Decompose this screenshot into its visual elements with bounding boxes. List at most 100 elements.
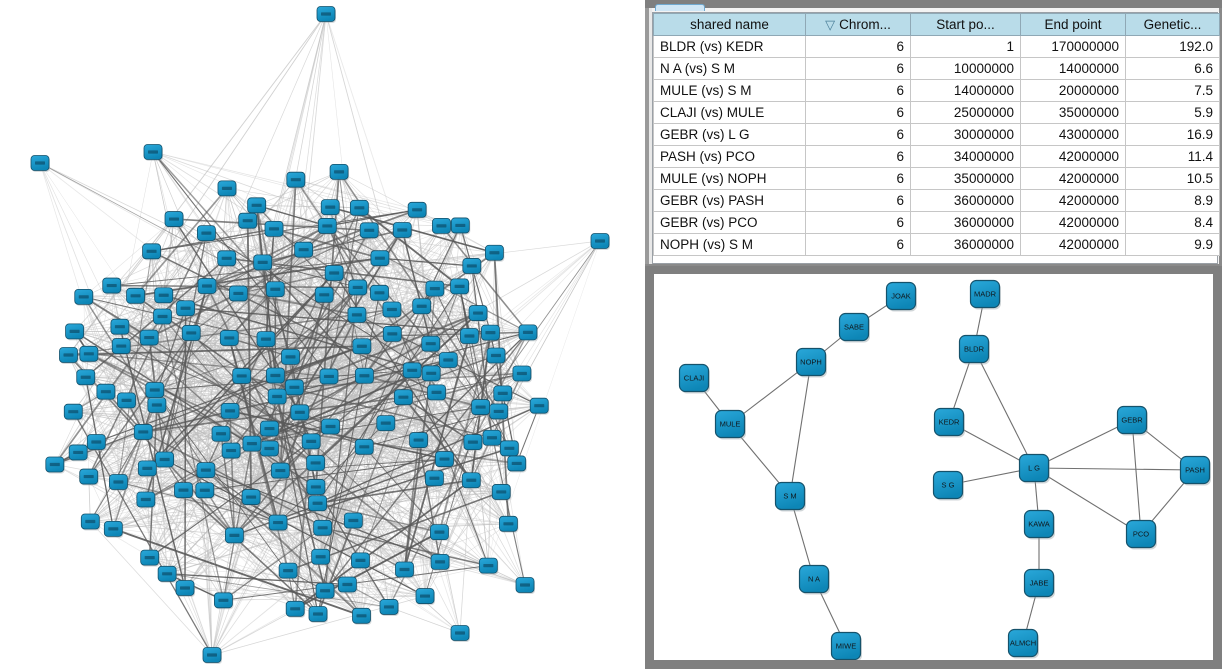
- table-grid[interactable]: shared name ▽ Chrom... Start po... End point…: [652, 12, 1220, 264]
- cell-genetic[interactable]: 8.9: [1125, 189, 1220, 212]
- network-node[interactable]: [507, 455, 527, 473]
- node-shape[interactable]: [932, 470, 964, 500]
- network-node[interactable]: [317, 218, 338, 235]
- network-node[interactable]: [285, 600, 306, 618]
- table-tab-stub[interactable]: [655, 4, 705, 11]
- network-node[interactable]: [370, 284, 390, 302]
- column-header-end_point[interactable]: End point: [1020, 13, 1126, 36]
- cell-genetic[interactable]: 5.9: [1125, 101, 1220, 124]
- node-shape[interactable]: [838, 312, 870, 342]
- subnetwork-node[interactable]: KAWA: [1023, 509, 1056, 540]
- subnetwork-node[interactable]: MADR: [969, 279, 1002, 310]
- network-node[interactable]: [435, 451, 455, 469]
- network-node[interactable]: [278, 562, 299, 580]
- network-node[interactable]: [354, 438, 375, 456]
- cell-end_point[interactable]: 42000000: [1020, 233, 1126, 256]
- cell-end_point[interactable]: 43000000: [1020, 123, 1126, 146]
- network-node[interactable]: [196, 225, 217, 243]
- table-row[interactable]: BLDR (vs) KEDR 6 1 170000000 192.0: [653, 35, 1220, 58]
- node-shape[interactable]: [678, 363, 710, 393]
- column-header-start_point[interactable]: Start po...: [910, 13, 1021, 36]
- network-node[interactable]: [359, 222, 380, 240]
- subnetwork-edge[interactable]: [1131, 419, 1142, 535]
- cell-chromosome[interactable]: 6: [805, 57, 911, 80]
- subnetwork-node[interactable]: N A: [798, 564, 831, 595]
- network-node[interactable]: [424, 470, 445, 488]
- network-node[interactable]: [221, 442, 242, 460]
- network-node[interactable]: [319, 368, 339, 386]
- network-node[interactable]: [232, 368, 252, 385]
- network-node[interactable]: [109, 474, 129, 492]
- network-node[interactable]: [294, 241, 314, 259]
- network-node[interactable]: [499, 440, 520, 458]
- node-shape[interactable]: [714, 409, 746, 439]
- network-node[interactable]: [468, 305, 489, 323]
- network-node[interactable]: [126, 287, 146, 305]
- network-node[interactable]: [421, 365, 442, 383]
- network-node[interactable]: [238, 212, 258, 230]
- network-node[interactable]: [259, 440, 280, 458]
- network-node[interactable]: [394, 389, 414, 407]
- table-row[interactable]: GEBR (vs) PCO 6 36000000 42000000 8.4: [653, 211, 1220, 234]
- network-node[interactable]: [136, 491, 156, 509]
- network-node[interactable]: [415, 588, 436, 606]
- network-node[interactable]: [409, 432, 429, 450]
- network-node[interactable]: [217, 180, 237, 198]
- column-header-chromosome[interactable]: ▽ Chrom...: [805, 13, 911, 36]
- cell-start_point[interactable]: 36000000: [910, 211, 1021, 234]
- network-node[interactable]: [265, 367, 286, 385]
- subnetwork-node[interactable]: PCO: [1125, 519, 1158, 550]
- network-node[interactable]: [140, 549, 160, 567]
- network-node[interactable]: [308, 495, 328, 513]
- network-node[interactable]: [355, 367, 375, 385]
- network-node[interactable]: [590, 233, 610, 251]
- node-shape[interactable]: [969, 279, 1001, 309]
- network-node[interactable]: [432, 217, 452, 235]
- column-header-shared_name[interactable]: shared name: [653, 13, 806, 36]
- cell-start_point[interactable]: 1: [910, 35, 1021, 58]
- cell-end_point[interactable]: 14000000: [1020, 57, 1126, 80]
- network-node[interactable]: [352, 338, 372, 356]
- network-node[interactable]: [155, 451, 175, 469]
- network-node[interactable]: [462, 258, 482, 275]
- cell-end_point[interactable]: 42000000: [1020, 167, 1126, 190]
- attribute-table[interactable]: shared name ▽ Chrom... Start po... End point…: [653, 13, 1220, 256]
- cell-start_point[interactable]: 14000000: [910, 79, 1021, 102]
- network-node[interactable]: [197, 278, 218, 296]
- full-network-view[interactable]: [0, 0, 640, 669]
- network-node[interactable]: [430, 524, 450, 542]
- node-shape[interactable]: [798, 564, 830, 594]
- network-node[interactable]: [79, 468, 99, 486]
- subnetwork-canvas-container[interactable]: JOAK SABE NOPH CLAJI MULE S M N A MIWE MADR BLDR K…: [654, 274, 1213, 660]
- node-shape[interactable]: [958, 334, 990, 364]
- network-node[interactable]: [264, 220, 284, 238]
- network-node[interactable]: [493, 385, 513, 403]
- network-node[interactable]: [489, 403, 509, 421]
- network-nodes[interactable]: [30, 6, 610, 665]
- subnetwork-node[interactable]: JOAK: [885, 281, 918, 312]
- network-node[interactable]: [117, 392, 137, 410]
- cell-genetic[interactable]: 192.0: [1125, 35, 1220, 58]
- network-node[interactable]: [315, 582, 336, 600]
- cell-start_point[interactable]: 36000000: [910, 233, 1021, 256]
- network-node[interactable]: [421, 335, 441, 353]
- subnetwork-node[interactable]: CLAJI: [678, 363, 711, 394]
- network-node[interactable]: [176, 300, 196, 318]
- subnetwork-node[interactable]: L G: [1018, 453, 1051, 484]
- subnetwork-edge[interactable]: [1033, 467, 1196, 471]
- network-node[interactable]: [256, 331, 276, 349]
- network-node[interactable]: [351, 552, 371, 570]
- network-node[interactable]: [461, 472, 482, 490]
- node-shape[interactable]: [1023, 568, 1055, 598]
- cell-start_point[interactable]: 10000000: [910, 57, 1021, 80]
- subnetwork-node[interactable]: GEBR: [1116, 405, 1149, 436]
- network-node[interactable]: [412, 298, 432, 316]
- cell-genetic[interactable]: 10.5: [1125, 167, 1220, 190]
- network-node[interactable]: [202, 647, 222, 665]
- network-node[interactable]: [157, 565, 178, 583]
- subnetwork-edge[interactable]: [789, 361, 812, 497]
- network-node[interactable]: [491, 484, 512, 501]
- subnetwork-canvas[interactable]: JOAK SABE NOPH CLAJI MULE S M N A MIWE MADR BLDR K…: [654, 274, 1213, 660]
- network-node[interactable]: [268, 514, 289, 532]
- network-node[interactable]: [343, 512, 364, 530]
